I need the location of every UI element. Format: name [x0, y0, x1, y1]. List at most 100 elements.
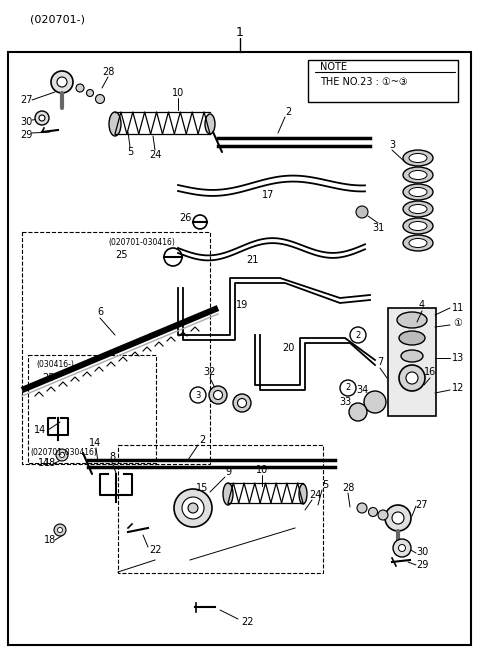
Text: (020701-): (020701-) — [30, 15, 85, 25]
Circle shape — [392, 512, 404, 524]
Text: 15: 15 — [196, 483, 208, 493]
Text: 18: 18 — [44, 535, 56, 545]
Circle shape — [86, 89, 94, 96]
Text: (030416-): (030416-) — [36, 361, 74, 369]
Text: ①: ① — [454, 318, 462, 328]
Circle shape — [39, 115, 45, 121]
Circle shape — [35, 111, 49, 125]
Ellipse shape — [409, 171, 427, 180]
Text: 4: 4 — [419, 300, 425, 310]
Circle shape — [190, 387, 206, 403]
Ellipse shape — [205, 114, 215, 134]
Ellipse shape — [299, 484, 307, 504]
Text: 14: 14 — [89, 438, 101, 448]
Circle shape — [209, 386, 227, 404]
Ellipse shape — [403, 218, 433, 234]
Circle shape — [182, 497, 204, 519]
Ellipse shape — [223, 483, 233, 505]
Text: 24: 24 — [149, 150, 161, 160]
Text: 14: 14 — [38, 458, 50, 468]
Ellipse shape — [403, 235, 433, 251]
Ellipse shape — [403, 167, 433, 183]
Circle shape — [60, 453, 64, 457]
Text: 2: 2 — [199, 435, 205, 445]
Ellipse shape — [409, 205, 427, 213]
Text: 22: 22 — [149, 545, 161, 555]
Text: (020701-030416): (020701-030416) — [108, 239, 175, 247]
Ellipse shape — [399, 331, 425, 345]
Circle shape — [238, 398, 247, 407]
Text: 3: 3 — [195, 390, 201, 400]
Text: 13: 13 — [452, 353, 464, 363]
Ellipse shape — [403, 150, 433, 166]
Text: 28: 28 — [342, 483, 354, 493]
Ellipse shape — [409, 239, 427, 247]
Text: THE NO.23 : ①~③: THE NO.23 : ①~③ — [320, 77, 408, 87]
Circle shape — [364, 391, 386, 413]
Circle shape — [233, 394, 251, 412]
Ellipse shape — [397, 312, 427, 328]
Text: (020701-030416): (020701-030416) — [30, 447, 97, 457]
Circle shape — [57, 77, 67, 87]
Text: 25: 25 — [115, 250, 128, 260]
Bar — [388, 308, 436, 416]
Circle shape — [385, 505, 411, 531]
Circle shape — [56, 449, 68, 461]
Text: 19: 19 — [236, 300, 248, 310]
Text: 16: 16 — [424, 367, 436, 377]
Ellipse shape — [109, 112, 121, 136]
Text: 12: 12 — [452, 383, 464, 393]
Text: 29: 29 — [416, 560, 428, 570]
Text: 30: 30 — [20, 117, 32, 127]
Text: 29: 29 — [20, 130, 32, 140]
Text: 14: 14 — [34, 425, 46, 435]
Text: 9: 9 — [225, 467, 231, 477]
Bar — [308, 60, 458, 102]
Circle shape — [350, 327, 366, 343]
Circle shape — [54, 524, 66, 536]
Text: 33: 33 — [339, 397, 351, 407]
Text: 6: 6 — [97, 307, 103, 317]
Ellipse shape — [403, 201, 433, 217]
Text: 1: 1 — [236, 26, 244, 39]
Text: 5: 5 — [127, 147, 133, 157]
Text: 10: 10 — [256, 465, 268, 475]
Text: 11: 11 — [452, 303, 464, 313]
Ellipse shape — [401, 350, 423, 362]
Bar — [28, 355, 156, 463]
Text: 20: 20 — [282, 343, 294, 353]
Text: 22: 22 — [242, 617, 254, 627]
Text: 26: 26 — [179, 213, 191, 223]
Text: 28: 28 — [102, 67, 114, 77]
Circle shape — [96, 94, 105, 104]
Ellipse shape — [409, 154, 427, 163]
Text: 32: 32 — [204, 367, 216, 377]
Circle shape — [406, 372, 418, 384]
Circle shape — [349, 403, 367, 421]
Circle shape — [76, 84, 84, 92]
Circle shape — [174, 489, 212, 527]
Circle shape — [369, 508, 377, 516]
Circle shape — [357, 503, 367, 513]
Text: 2: 2 — [346, 384, 350, 392]
Text: NOTE: NOTE — [320, 62, 347, 72]
Text: 30: 30 — [416, 547, 428, 557]
Ellipse shape — [403, 184, 433, 200]
Text: 21: 21 — [246, 255, 258, 265]
Text: 10: 10 — [172, 88, 184, 98]
Bar — [118, 445, 323, 573]
Text: 3: 3 — [389, 140, 395, 150]
Text: 7: 7 — [377, 357, 383, 367]
Text: 24: 24 — [309, 490, 321, 500]
Circle shape — [340, 380, 356, 396]
Text: 27: 27 — [20, 95, 33, 105]
Text: 8: 8 — [109, 452, 115, 462]
Circle shape — [398, 544, 406, 552]
Ellipse shape — [409, 222, 427, 230]
Circle shape — [356, 206, 368, 218]
Text: 18: 18 — [44, 458, 56, 468]
Text: 34: 34 — [356, 385, 368, 395]
Circle shape — [378, 510, 388, 520]
Circle shape — [214, 390, 223, 400]
Text: 25: 25 — [42, 373, 55, 383]
